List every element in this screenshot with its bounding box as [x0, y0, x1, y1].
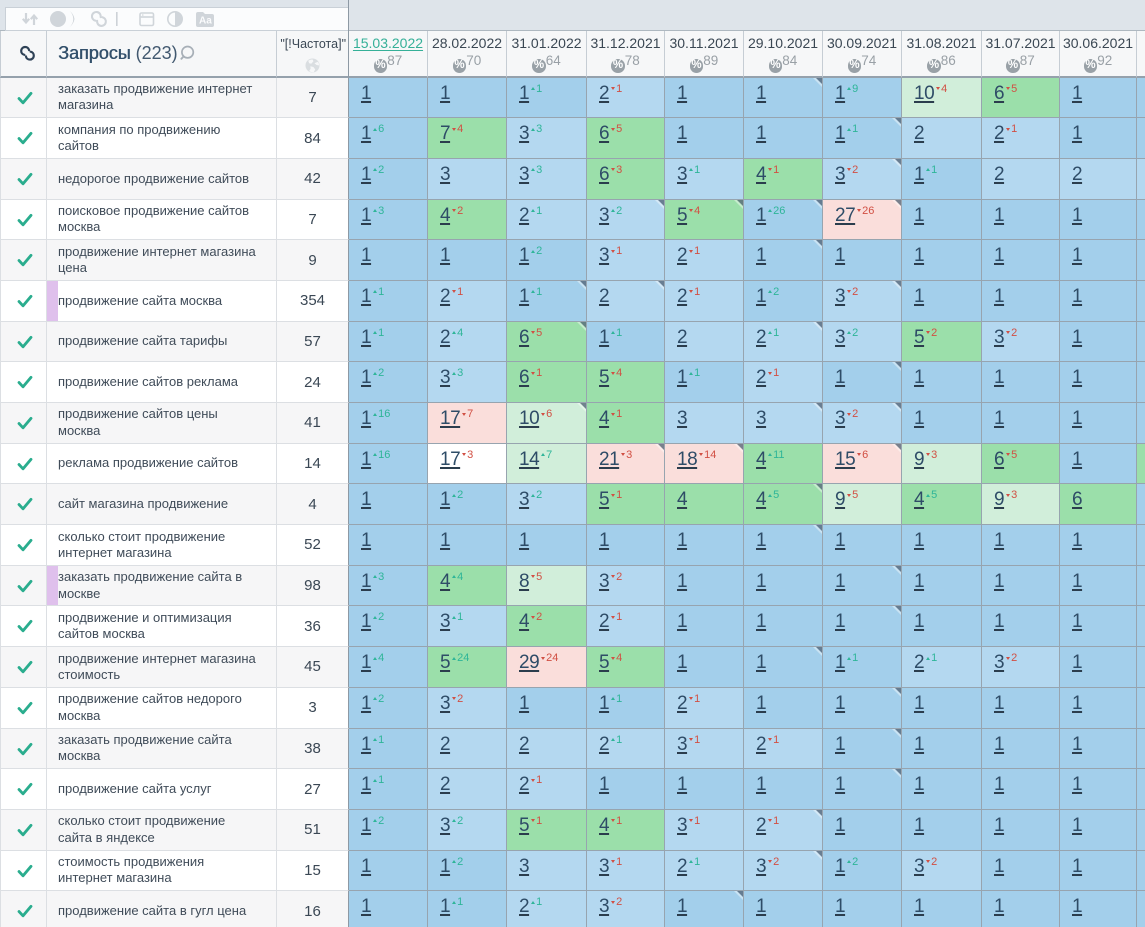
svg-text:Aa: Aa: [199, 16, 212, 27]
